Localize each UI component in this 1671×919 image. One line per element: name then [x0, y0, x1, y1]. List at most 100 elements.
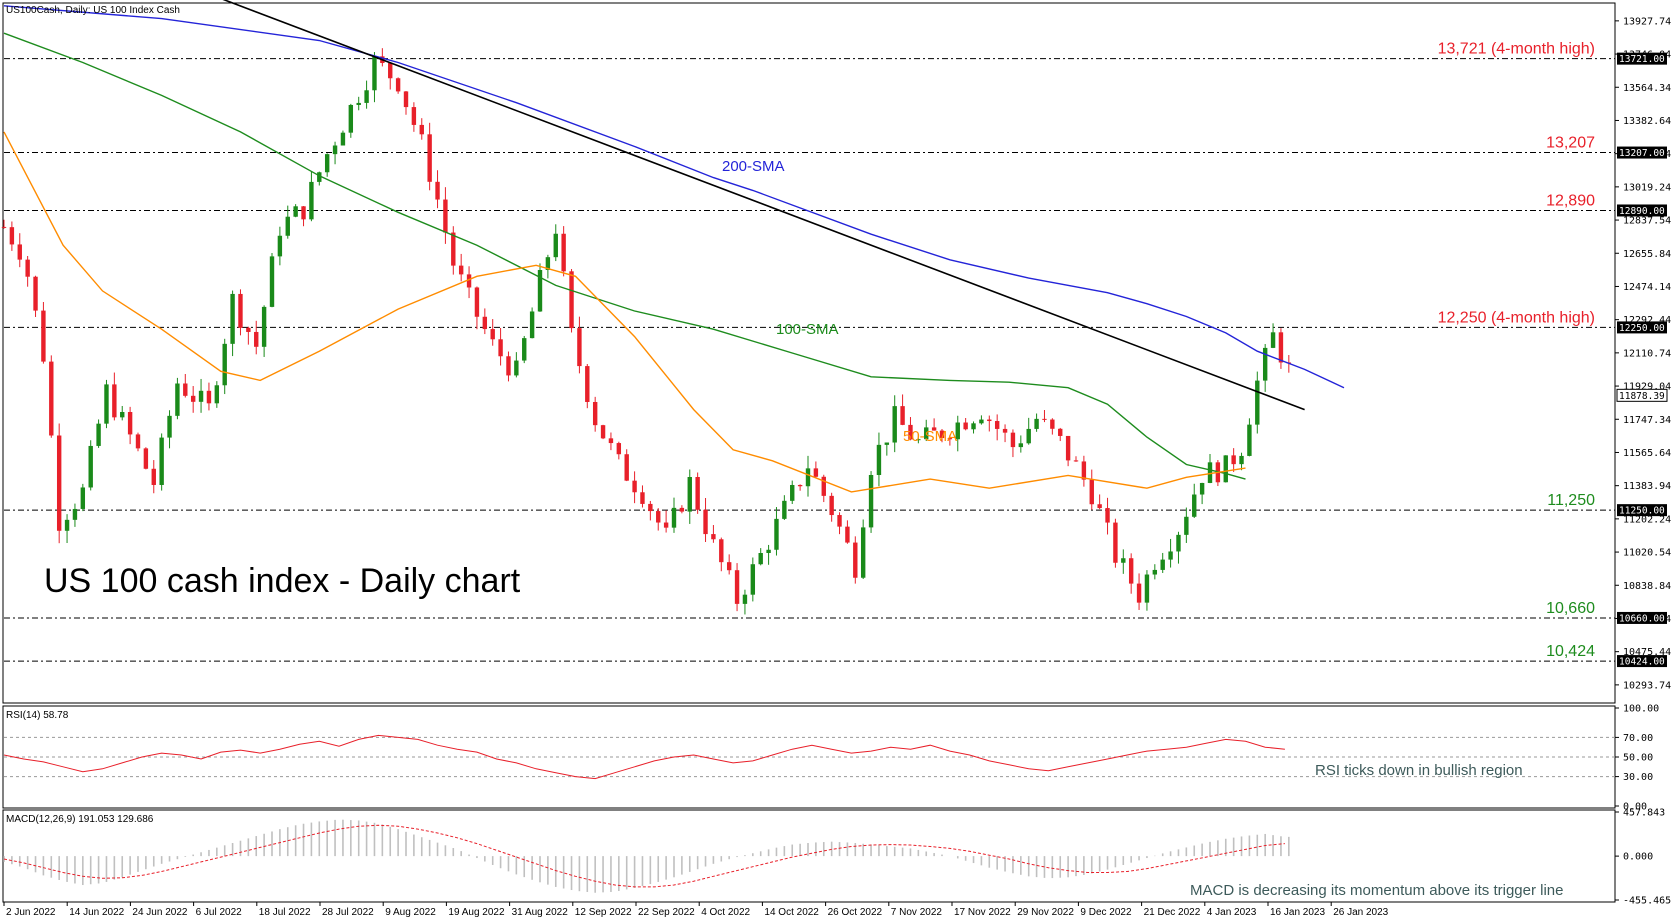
candle-body [750, 564, 756, 595]
candle-body [837, 515, 842, 527]
candle-body [632, 480, 637, 493]
rsi-panel: 100.00 70.00 50.00 30.00 0.00 [3, 704, 1659, 813]
level-tag-text: 10660.00 [1619, 613, 1665, 624]
level-tag-box [1617, 655, 1667, 668]
price-tick-label: 11565.64 [1623, 448, 1671, 459]
level-tag-text: 13207.00 [1619, 148, 1665, 159]
price-tick-label: 11383.94 [1623, 481, 1671, 492]
candle-body [25, 259, 30, 277]
candle-body [782, 500, 787, 519]
candle-body [1089, 479, 1094, 505]
candle-body [553, 233, 558, 258]
level-label: 13,207 [1546, 135, 1595, 152]
candle-body [1026, 428, 1031, 444]
candle-body [939, 430, 945, 439]
candle-body [1121, 558, 1126, 563]
candle-body [1144, 574, 1150, 603]
candle-body [64, 519, 70, 531]
price-tick-label: 12837.54 [1623, 216, 1671, 227]
x-tick-label: 24 Jun 2022 [132, 907, 187, 918]
candle-body [963, 422, 968, 430]
x-tick-label: 2 Jun 2022 [6, 907, 56, 918]
candle-body [640, 492, 645, 504]
candle-body [1270, 332, 1276, 348]
50-sma-line [3, 131, 1246, 493]
x-tick-label: 28 Jul 2022 [322, 907, 374, 918]
candle-body [17, 244, 22, 260]
level-label: 13,721 (4-month high) [1438, 41, 1595, 58]
candle-body [56, 435, 62, 531]
level-tag-box [1617, 321, 1667, 334]
trendline-line [222, 0, 1305, 411]
candle-body [1018, 443, 1024, 448]
candle-body [1042, 418, 1047, 420]
level-label: 12,250 (4-month high) [1438, 309, 1595, 326]
rsi-tick-label: 30.00 [1623, 772, 1653, 783]
candle-body [624, 454, 629, 481]
level-tag-text: 13721.00 [1619, 54, 1665, 65]
candle-body [860, 527, 866, 578]
candle-body [309, 181, 314, 220]
candle-body [498, 339, 503, 357]
x-tick-label: 4 Jan 2023 [1207, 907, 1257, 918]
candle-body [127, 411, 133, 435]
candle-body [742, 594, 748, 604]
candle-body [1184, 516, 1189, 535]
candle-body [372, 56, 377, 91]
candle-body [994, 421, 1000, 429]
level-tag-text: 10424.00 [1619, 657, 1665, 668]
rsi-line [3, 734, 1285, 780]
candle-body [726, 562, 732, 571]
price-tick-label: 11202.24 [1623, 514, 1671, 525]
candle-body [514, 360, 519, 376]
level-tag-box [1617, 611, 1667, 624]
x-tick-label: 31 Aug 2022 [512, 907, 569, 918]
macd-tick-label: -455.465 [1623, 896, 1671, 907]
candle-body [648, 503, 653, 512]
candle-body [403, 91, 409, 108]
rsi-tick-label: 0.00 [1623, 802, 1647, 813]
candle-body [222, 343, 227, 386]
candle-body [104, 384, 109, 424]
level-tag: 12890.00 [1617, 204, 1667, 217]
price-tick-label: 12110.74 [1623, 348, 1671, 359]
candle-body [348, 104, 354, 133]
x-tick-label: 21 Dec 2022 [1144, 907, 1201, 918]
candle-body [443, 199, 448, 233]
candle-body [979, 419, 984, 424]
candle-body [868, 474, 874, 528]
x-tick-label: 9 Aug 2022 [385, 907, 436, 918]
level-tag: 12250.00 [1617, 321, 1667, 334]
candle-body [924, 427, 929, 440]
current-price-box [1616, 388, 1668, 402]
candle-body [183, 383, 188, 396]
candle-body [1073, 460, 1079, 462]
candle-body [167, 415, 172, 438]
candle-body [33, 276, 38, 311]
rsi-panel-title: RSI(14) 58.78 [6, 710, 69, 721]
candle-body [947, 438, 953, 440]
price-tick-label: 10475.44 [1623, 647, 1671, 658]
level-tag: 10424.00 [1617, 655, 1667, 668]
price-tick-label: 13382.64 [1623, 116, 1671, 127]
candle-body [135, 434, 141, 449]
candle-body [419, 124, 424, 135]
x-tick-label: 12 Sep 2022 [575, 907, 632, 918]
candle-body [198, 390, 204, 402]
main-panel-title: US100Cash, Daily: US 100 Index Cash [6, 5, 180, 16]
candle-body [1152, 569, 1158, 575]
candle-body [813, 468, 819, 477]
candle-body [190, 395, 196, 402]
candle-body [1176, 534, 1181, 552]
candle-body [120, 411, 125, 418]
price-tick-label: 12292.44 [1623, 315, 1671, 326]
candlestick-series [1, 48, 1292, 615]
x-tick-label: 17 Nov 2022 [954, 907, 1011, 918]
candle-body [317, 172, 322, 182]
candle-body [254, 331, 259, 347]
candle-body [687, 477, 692, 512]
candle-body [1278, 332, 1284, 363]
candle-body [1034, 418, 1039, 429]
candle-body [616, 443, 622, 455]
candle-body [340, 132, 346, 146]
